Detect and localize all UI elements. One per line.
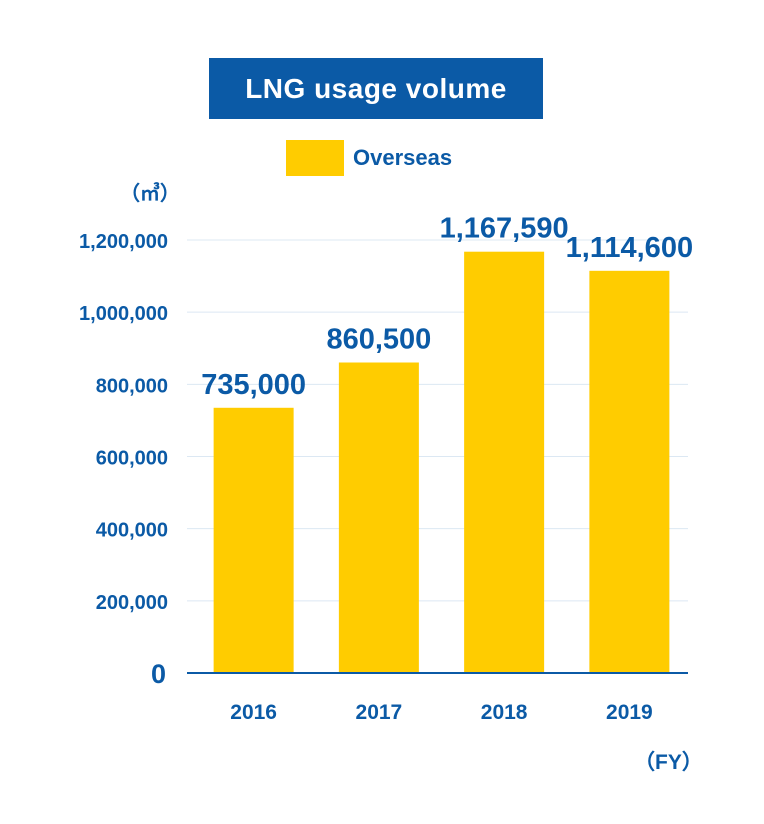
data-label: 1,167,590 bbox=[440, 213, 569, 245]
data-label: 735,000 bbox=[201, 369, 306, 401]
data-label: 860,500 bbox=[326, 324, 431, 356]
y-tick-label: 0 bbox=[151, 659, 166, 689]
x-tick-label: 2016 bbox=[230, 701, 277, 724]
y-axis-unit-label: （㎥） bbox=[120, 183, 180, 205]
x-tick-label: 2019 bbox=[606, 701, 653, 724]
y-tick-label: 200,000 bbox=[96, 592, 168, 614]
x-axis-unit-label: （FY） bbox=[634, 751, 703, 774]
x-tick-label: 2017 bbox=[356, 701, 403, 724]
bar bbox=[213, 407, 294, 673]
bar bbox=[589, 270, 670, 673]
y-tick-label: 800,000 bbox=[96, 375, 168, 397]
bar bbox=[338, 362, 419, 673]
y-tick-label: 400,000 bbox=[96, 520, 168, 542]
y-tick-label: 1,000,000 bbox=[79, 303, 168, 325]
legend-label-overseas: Overseas bbox=[353, 145, 453, 170]
bar bbox=[464, 251, 545, 673]
chart-legend: Overseas bbox=[286, 140, 452, 176]
y-tick-label: 600,000 bbox=[96, 448, 168, 470]
y-tick-label: 1,200,000 bbox=[79, 231, 168, 253]
x-tick-label: 2018 bbox=[481, 701, 528, 724]
chart-title: LNG usage volume bbox=[209, 58, 543, 119]
data-label: 1,114,600 bbox=[566, 232, 693, 264]
legend-swatch-overseas bbox=[286, 140, 344, 176]
